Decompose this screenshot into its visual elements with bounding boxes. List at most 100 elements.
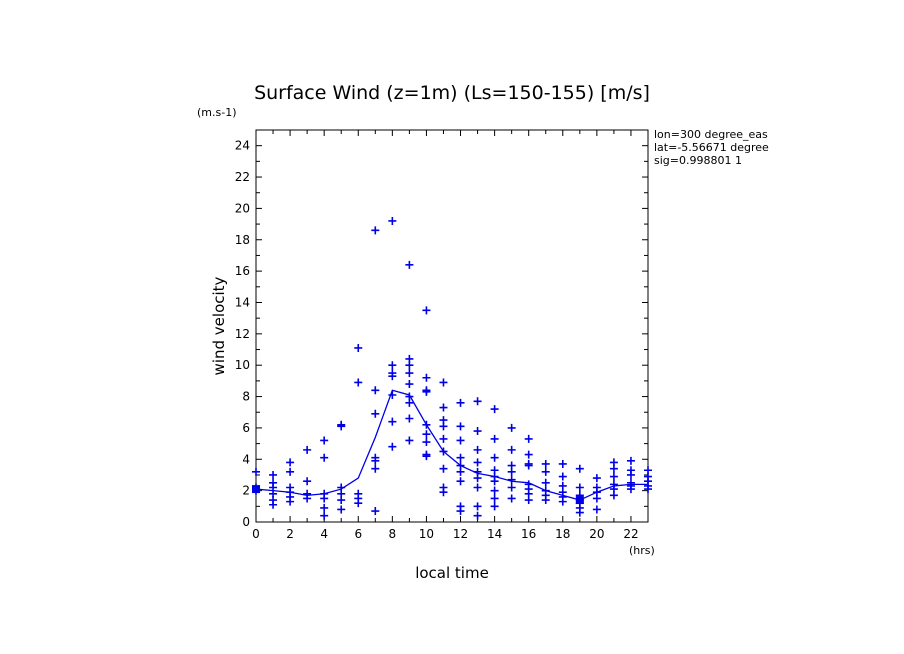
data-point: [269, 470, 278, 479]
data-point: [456, 422, 465, 431]
y-tick-label: 2: [242, 484, 250, 498]
data-point: [490, 486, 499, 495]
data-point: [422, 306, 431, 315]
y-tick-label: 22: [235, 170, 250, 184]
data-point: [354, 378, 363, 387]
data-point: [405, 414, 414, 423]
x-tick-label: 4: [320, 527, 328, 541]
y-tick-label: 16: [235, 264, 250, 278]
data-point: [541, 496, 550, 505]
data-point: [490, 494, 499, 503]
x-unit-label: (hrs): [629, 544, 655, 557]
data-point: [524, 434, 533, 443]
data-point: [286, 467, 295, 476]
data-point: [269, 500, 278, 509]
data-point: [541, 478, 550, 487]
x-tick-label: 18: [555, 527, 570, 541]
data-point: [320, 511, 329, 520]
data-point: [422, 452, 431, 461]
data-point: [286, 497, 295, 506]
data-point: [524, 496, 533, 505]
data-point: [558, 472, 567, 481]
data-point: [439, 464, 448, 473]
data-point: [405, 436, 414, 445]
mean-line: [255, 389, 648, 501]
data-point: [575, 508, 584, 517]
data-point: [456, 436, 465, 445]
x-axis-label: local time: [415, 564, 489, 582]
y-tick-label: 18: [235, 233, 250, 247]
data-point: [303, 445, 312, 454]
x-tick-label: 22: [623, 527, 638, 541]
mean-marker: [575, 496, 584, 505]
data-point: [609, 464, 618, 473]
y-tick-label: 24: [235, 139, 250, 153]
data-point: [473, 427, 482, 436]
data-point: [626, 456, 635, 465]
data-point: [507, 423, 516, 432]
data-point: [592, 474, 601, 483]
data-point: [592, 505, 601, 514]
data-point: [473, 502, 482, 511]
data-point: [337, 422, 346, 431]
data-point: [592, 494, 601, 503]
data-point: [507, 445, 516, 454]
data-point: [490, 405, 499, 414]
data-point: [456, 398, 465, 407]
chart-title: Surface Wind (z=1m) (Ls=150-155) [m/s]: [254, 82, 650, 104]
data-point: [354, 499, 363, 508]
y-axis-label: wind velocity: [210, 276, 228, 375]
x-tick-label: 14: [487, 527, 502, 541]
x-tick-label: 12: [453, 527, 468, 541]
data-point: [252, 467, 260, 476]
data-point: [644, 485, 652, 494]
data-point: [456, 453, 465, 462]
data-point: [388, 361, 397, 370]
data-point: [473, 511, 482, 520]
x-tick-label: 6: [354, 527, 362, 541]
data-point: [388, 390, 397, 399]
mean-marker: [252, 485, 260, 494]
x-tick-label: 10: [419, 527, 434, 541]
data-point: [371, 409, 380, 418]
data-point: [507, 494, 516, 503]
data-point: [575, 483, 584, 492]
data-point: [320, 453, 329, 462]
data-point: [524, 461, 533, 470]
data-point: [558, 459, 567, 468]
data-point: [371, 226, 380, 235]
data-point: [439, 422, 448, 431]
y-unit-label: (m.s-1): [197, 106, 237, 119]
data-point: [473, 474, 482, 483]
data-point: [422, 438, 431, 447]
data-point: [490, 453, 499, 462]
data-point: [371, 507, 380, 516]
y-tick-label: 0: [242, 515, 250, 529]
y-tick-label: 4: [242, 452, 250, 466]
data-point: [524, 450, 533, 459]
data-point: [456, 467, 465, 476]
data-point: [371, 386, 380, 395]
x-tick-label: 2: [286, 527, 294, 541]
data-point: [422, 387, 431, 396]
data-point: [388, 442, 397, 451]
data-point: [439, 488, 448, 497]
data-point: [439, 403, 448, 412]
info-line-sig: sig=0.998801 1: [654, 154, 742, 167]
data-point: [320, 436, 329, 445]
data-point: [507, 483, 516, 492]
data-point: [473, 445, 482, 454]
data-point: [337, 496, 346, 505]
data-point: [303, 477, 312, 486]
data-point: [405, 369, 414, 378]
data-point: [507, 475, 516, 484]
data-point: [320, 503, 329, 512]
data-point: [405, 398, 414, 407]
data-point: [609, 472, 618, 481]
y-tick-label: 12: [235, 327, 250, 341]
data-point: [422, 430, 431, 439]
x-tick-label: 8: [389, 527, 397, 541]
info-line-lon: lon=300 degree_eas: [654, 128, 768, 141]
plot-frame: [255, 129, 649, 523]
